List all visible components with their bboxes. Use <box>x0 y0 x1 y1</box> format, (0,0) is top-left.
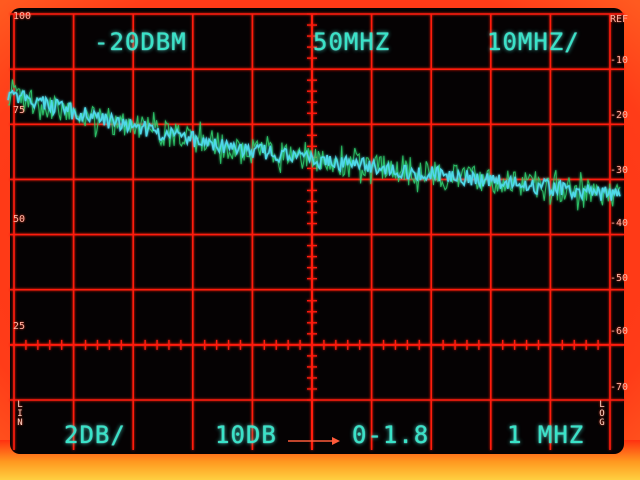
frequency-span-readout: 10MHZ/ <box>487 28 580 56</box>
right-scale-ref: REF <box>609 14 628 25</box>
right-scale-m30: -30 <box>609 165 628 176</box>
reference-level-readout: -20DBM <box>94 28 187 56</box>
input-attenuation-readout: 10DB <box>215 421 277 449</box>
spectrum-trace <box>7 79 621 211</box>
left-scale-100: 100 <box>13 11 32 22</box>
left-scale-25: 25 <box>13 321 26 332</box>
right-scale-m50: -50 <box>609 273 628 284</box>
vertical-scale-readout: 2DB/ <box>64 421 126 449</box>
resolution-bandwidth-readout: 1 MHZ <box>507 421 585 449</box>
right-scale-m10: -10 <box>609 55 628 66</box>
marker-arrow-icon <box>288 437 340 445</box>
display-area <box>10 8 624 454</box>
graticule <box>10 13 624 450</box>
scan-range-readout: 0-1.8 <box>352 421 430 449</box>
right-scale-m60: -60 <box>609 326 628 337</box>
right-scale-m40: -40 <box>609 218 628 229</box>
trace-main-line <box>7 89 621 202</box>
lin-mode-label: LIN <box>17 400 23 428</box>
right-scale-m20: -20 <box>609 110 628 121</box>
left-scale-75: 75 <box>13 105 26 116</box>
center-frequency-readout: 50MHZ <box>313 28 391 56</box>
left-scale-50: 50 <box>13 214 26 225</box>
right-scale-m70: -70 <box>609 382 628 393</box>
log-mode-label: LOG <box>599 400 605 428</box>
